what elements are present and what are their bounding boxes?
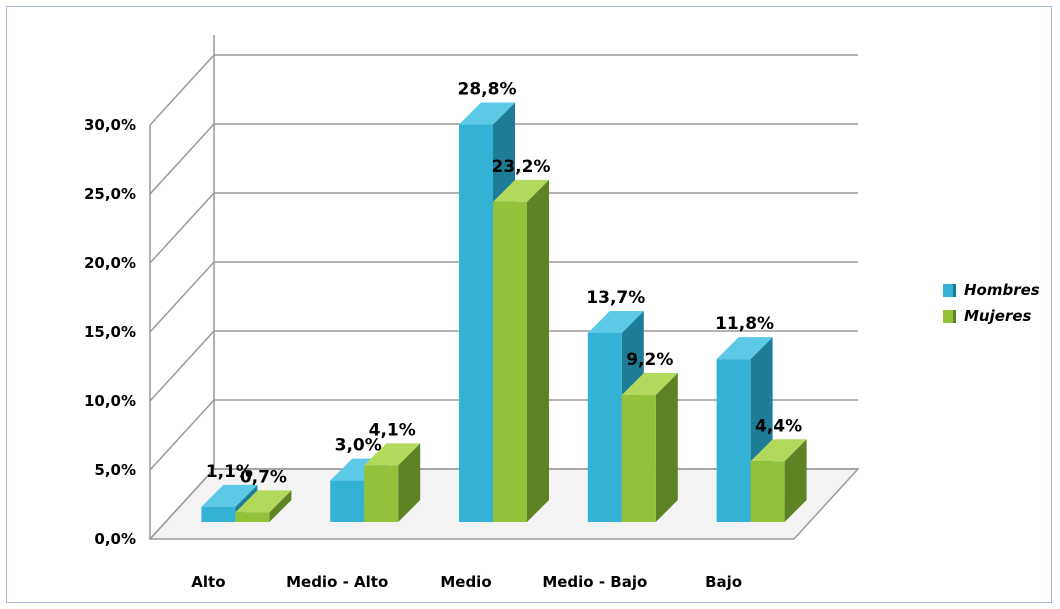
bar-top-hombres-2: [459, 102, 515, 125]
legend-item-mujeres: Mujeres: [943, 305, 1040, 327]
data-label-mujeres-0: 0,7%: [240, 467, 287, 487]
data-label-mujeres-3: 9,2%: [626, 350, 673, 370]
bar-hombres-0: [201, 506, 236, 522]
bar-side-mujeres-2: [527, 179, 549, 522]
x-category-label: Medio: [440, 573, 491, 591]
bar-side-mujeres-3: [655, 373, 678, 522]
bar-side-mujeres-0: [269, 490, 292, 522]
gridline-side-2: [149, 330, 215, 402]
data-label-hombres-1: 3,0%: [335, 436, 382, 456]
bar-mujeres-2: [493, 201, 527, 522]
data-label-hombres-4: 11,8%: [715, 314, 774, 334]
x-category-label: Bajo: [705, 573, 742, 591]
bar-side-mujeres-1: [398, 443, 421, 522]
bar-hombres-3: [587, 332, 622, 522]
legend-label-mujeres: Mujeres: [964, 307, 1032, 325]
legend-swatch-mujeres: [943, 309, 956, 323]
gridline-side-6: [149, 54, 215, 126]
legend: Hombres Mujeres: [943, 279, 1040, 331]
bar-mujeres-3: [621, 395, 656, 522]
bar-top-hombres-0: [201, 484, 258, 507]
data-label-mujeres-2: 23,2%: [492, 157, 551, 177]
bar-hombres-1: [330, 480, 365, 522]
gridline-side-0: [149, 468, 215, 540]
bar-top-mujeres-3: [621, 373, 678, 396]
x-category-label: Medio - Alto: [286, 573, 388, 591]
bar-top-mujeres-2: [493, 179, 549, 202]
y-tick-label: 0,0%: [94, 530, 136, 548]
y-tick-label: 20,0%: [84, 254, 136, 272]
y-tick-label: 5,0%: [94, 461, 136, 479]
bar-top-hombres-3: [587, 310, 644, 333]
x-category-label: Alto: [191, 573, 225, 591]
gridline-side-3: [149, 261, 215, 333]
y-tick-label: 30,0%: [84, 116, 136, 134]
bar-mujeres-1: [364, 465, 399, 522]
bar-top-mujeres-0: [235, 490, 292, 513]
bar-top-mujeres-1: [364, 443, 421, 466]
bar-hombres-4: [716, 359, 751, 522]
gridline-side-4: [149, 192, 215, 264]
legend-item-hombres: Hombres: [943, 279, 1040, 301]
bar-top-mujeres-4: [750, 439, 807, 462]
gridline-side-5: [149, 123, 215, 195]
data-label-hombres-0: 1,1%: [206, 462, 253, 482]
data-label-hombres-2: 28,8%: [458, 80, 517, 100]
y-tick-label: 10,0%: [84, 392, 136, 410]
bar-top-hombres-4: [716, 337, 773, 360]
data-label-mujeres-1: 4,1%: [369, 420, 416, 440]
chart-frame: 0,0% 5,0% 10,0% 15,0% 20,0% 25,0% 30,0% 1,1% 0,7…: [6, 6, 1052, 603]
bar-hombres-2: [459, 124, 493, 522]
bar-mujeres-0: [235, 512, 270, 522]
data-label-mujeres-4: 4,4%: [755, 416, 802, 436]
y-tick-label: 25,0%: [84, 185, 136, 203]
bar-mujeres-4: [750, 461, 785, 522]
y-tick-label: 15,0%: [84, 323, 136, 341]
bar-side-mujeres-4: [784, 439, 807, 522]
gridline-side-1: [149, 399, 215, 471]
data-label-hombres-3: 13,7%: [586, 288, 645, 308]
legend-label-hombres: Hombres: [964, 281, 1040, 299]
bar-chart: 0,0% 5,0% 10,0% 15,0% 20,0% 25,0% 30,0% 1,1%0,7…: [84, 35, 860, 591]
legend-swatch-hombres: [943, 283, 956, 297]
x-category-label: Medio - Bajo: [542, 573, 647, 591]
